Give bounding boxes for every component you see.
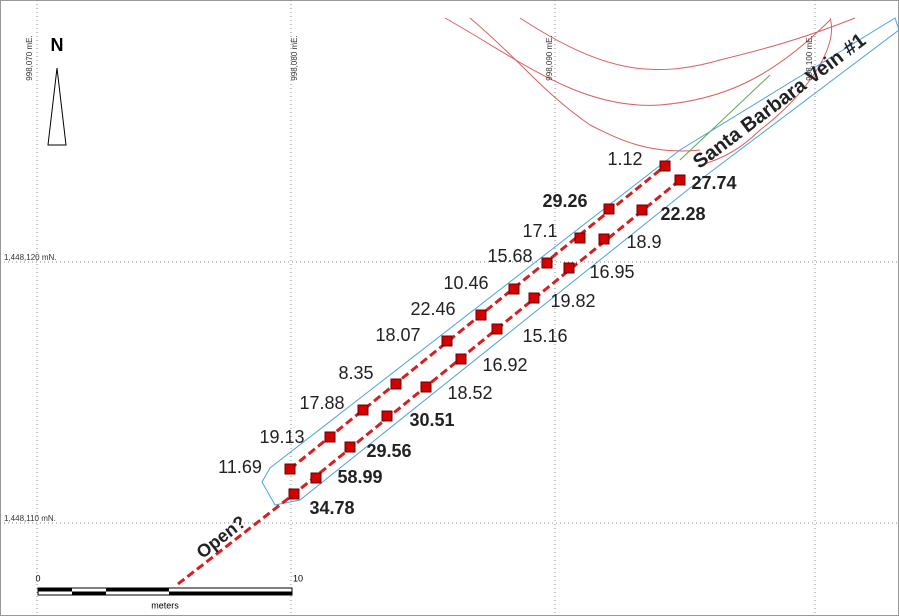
sample-point xyxy=(491,323,503,335)
easting-label: 998,070 mE. xyxy=(25,35,34,80)
sample-label: 8.35 xyxy=(338,363,373,383)
sample-point xyxy=(420,381,432,393)
sample-label: 58.99 xyxy=(337,467,382,487)
sample-point xyxy=(636,204,648,216)
sample-label: 29.26 xyxy=(542,191,587,211)
north-label: N xyxy=(51,35,64,55)
sample-label: 22.46 xyxy=(410,299,455,319)
sample-point xyxy=(508,283,520,295)
easting-label: 998,080 mE. xyxy=(290,35,299,80)
sample-label: 18.9 xyxy=(626,232,661,252)
sample-label: 16.92 xyxy=(482,355,527,375)
sample-point xyxy=(674,174,686,186)
sample-label: 18.52 xyxy=(447,383,492,403)
sample-label: 10.46 xyxy=(443,273,488,293)
sample-point xyxy=(541,257,553,269)
sample-label: 19.13 xyxy=(259,427,304,447)
scale-unit: meters xyxy=(151,600,179,610)
sample-label: 11.69 xyxy=(218,457,262,477)
sample-point xyxy=(441,335,453,347)
easting-label: 998,100 mE. xyxy=(805,35,814,80)
sample-point xyxy=(288,488,300,500)
scale-end: 10 xyxy=(293,573,303,583)
sample-label: 30.51 xyxy=(409,410,454,430)
samples: 1.12 29.26 17.1 15.68 10.46 22.46 18.078.35 17.… xyxy=(218,149,736,518)
sample-point xyxy=(390,378,402,390)
trace xyxy=(679,74,771,161)
sample-point xyxy=(598,233,610,245)
easting-label: 998,090 mE. xyxy=(545,35,554,80)
sample-point xyxy=(455,353,467,365)
sample-label: 17.88 xyxy=(299,393,344,413)
sample-label: 29.56 xyxy=(366,441,411,461)
sample-point xyxy=(574,232,586,244)
sample-point xyxy=(310,472,322,484)
sample-point xyxy=(475,309,487,321)
sample-point xyxy=(324,431,336,443)
sample-label: 16.95 xyxy=(589,262,634,282)
sample-label: 19.82 xyxy=(550,291,595,311)
sample-point xyxy=(381,410,393,422)
topo-lines xyxy=(444,17,856,166)
northing-label: 1,448,120 mN. xyxy=(4,253,56,262)
sample-label: 22.28 xyxy=(660,204,705,224)
sample-label: 34.78 xyxy=(309,498,354,518)
sample-label: 17.1 xyxy=(522,221,557,241)
sample-label: 18.07 xyxy=(375,325,420,345)
sample-point xyxy=(528,292,540,304)
sample-label: 15.16 xyxy=(522,326,567,346)
sample-label: 1.12 xyxy=(607,149,642,169)
sample-point xyxy=(357,404,369,416)
scale-bar xyxy=(37,587,293,596)
scale-start: 0 xyxy=(35,573,40,583)
sample-label: 15.68 xyxy=(487,246,532,266)
sample-point xyxy=(659,160,671,172)
north-arrow xyxy=(47,67,67,146)
northing-label: 1,448,110 mN. xyxy=(4,514,56,523)
sample-point xyxy=(284,463,296,475)
sample-point xyxy=(563,262,575,274)
sample-point xyxy=(344,441,356,453)
sample-label: 27.74 xyxy=(691,173,736,193)
sample-point xyxy=(603,203,615,215)
